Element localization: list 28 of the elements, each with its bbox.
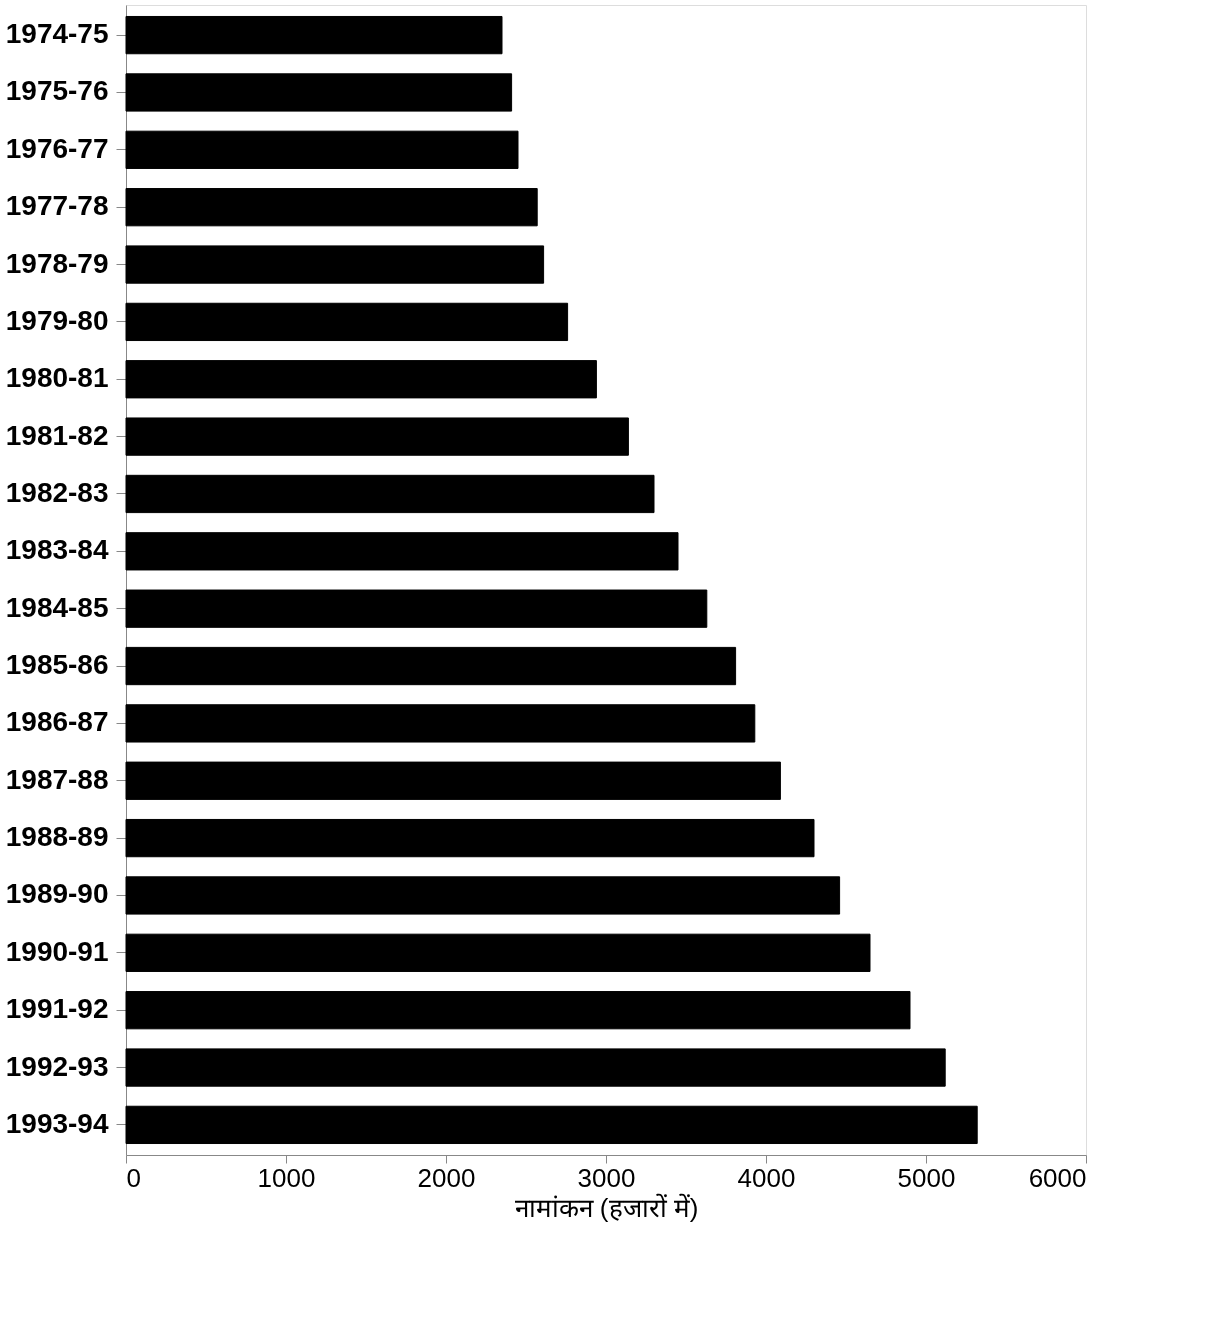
y-tick-label: 1988-89 [5, 821, 109, 853]
x-tick-label: 0 [126, 1162, 141, 1193]
y-tick-label: 1974-75 [5, 18, 109, 50]
y-tick-label: 1984-85 [5, 591, 109, 623]
y-tick-label: 1976-77 [5, 132, 109, 164]
x-tick-label: 1000 [257, 1162, 316, 1193]
y-tick-label: 1983-84 [5, 534, 109, 566]
y-tick-label: 1986-87 [5, 706, 109, 738]
x-tick-label: 6000 [1028, 1162, 1087, 1193]
y-tick-label: 1990-91 [5, 935, 109, 967]
y-tick-label: 1993-94 [5, 1107, 109, 1139]
y-tick-label: 1985-86 [5, 649, 109, 681]
x-axis-title: नामांकन (हजारों में) [514, 1192, 699, 1223]
x-tick-label: 4000 [737, 1162, 796, 1193]
y-tick-label: 1989-90 [5, 878, 109, 910]
x-tick-label: 3000 [577, 1162, 636, 1193]
y-tick-label: 1978-79 [5, 247, 109, 279]
y-tick-label: 1979-80 [5, 304, 109, 336]
y-tick-label: 1987-88 [5, 763, 109, 795]
y-tick-label: 1980-81 [5, 362, 109, 394]
y-tick-label: 1982-83 [5, 476, 109, 508]
y-tick-label: 1977-78 [5, 190, 109, 222]
x-tick-label: 2000 [417, 1162, 476, 1193]
y-tick-label: 1992-93 [5, 1050, 109, 1082]
y-tick-label: 1975-76 [5, 75, 109, 107]
x-tick-label: 5000 [897, 1162, 956, 1193]
y-tick-label: 1981-82 [5, 419, 109, 451]
y-tick-label: 1991-92 [5, 993, 109, 1025]
